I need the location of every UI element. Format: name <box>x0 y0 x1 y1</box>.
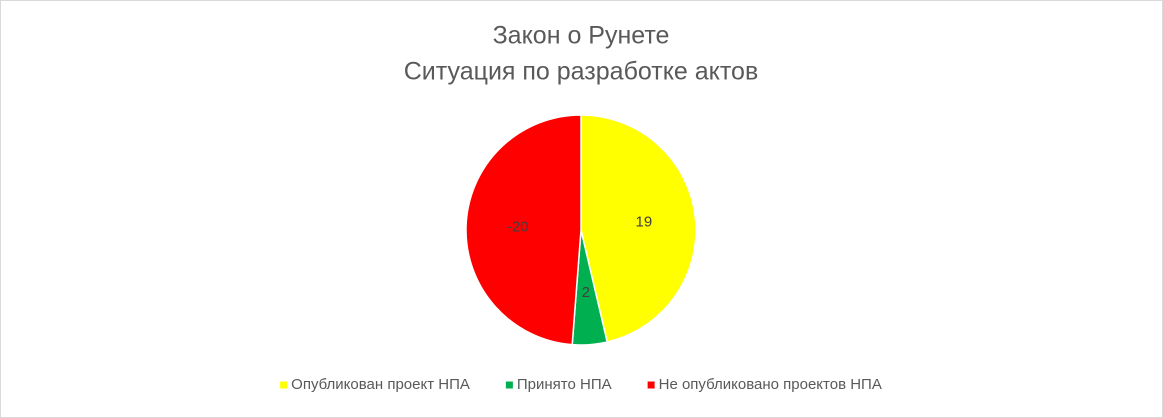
pie-slice <box>580 114 697 343</box>
data-label: -20 <box>507 219 529 236</box>
legend-marker <box>647 381 655 389</box>
legend-label: Не опубликовано проектов НПА <box>659 376 882 393</box>
chart-title: Закон о Рунете <box>493 22 670 50</box>
legend-label: Опубликован проект НПА <box>291 376 470 393</box>
pie-slice <box>465 114 582 346</box>
data-label: 19 <box>635 214 652 231</box>
legend-marker <box>280 381 288 389</box>
data-label: 2 <box>582 284 590 301</box>
chart-subtitle: Ситуация по разработке актов <box>404 58 759 86</box>
legend-marker <box>505 381 513 389</box>
legend-label: Принято НПА <box>517 376 612 393</box>
